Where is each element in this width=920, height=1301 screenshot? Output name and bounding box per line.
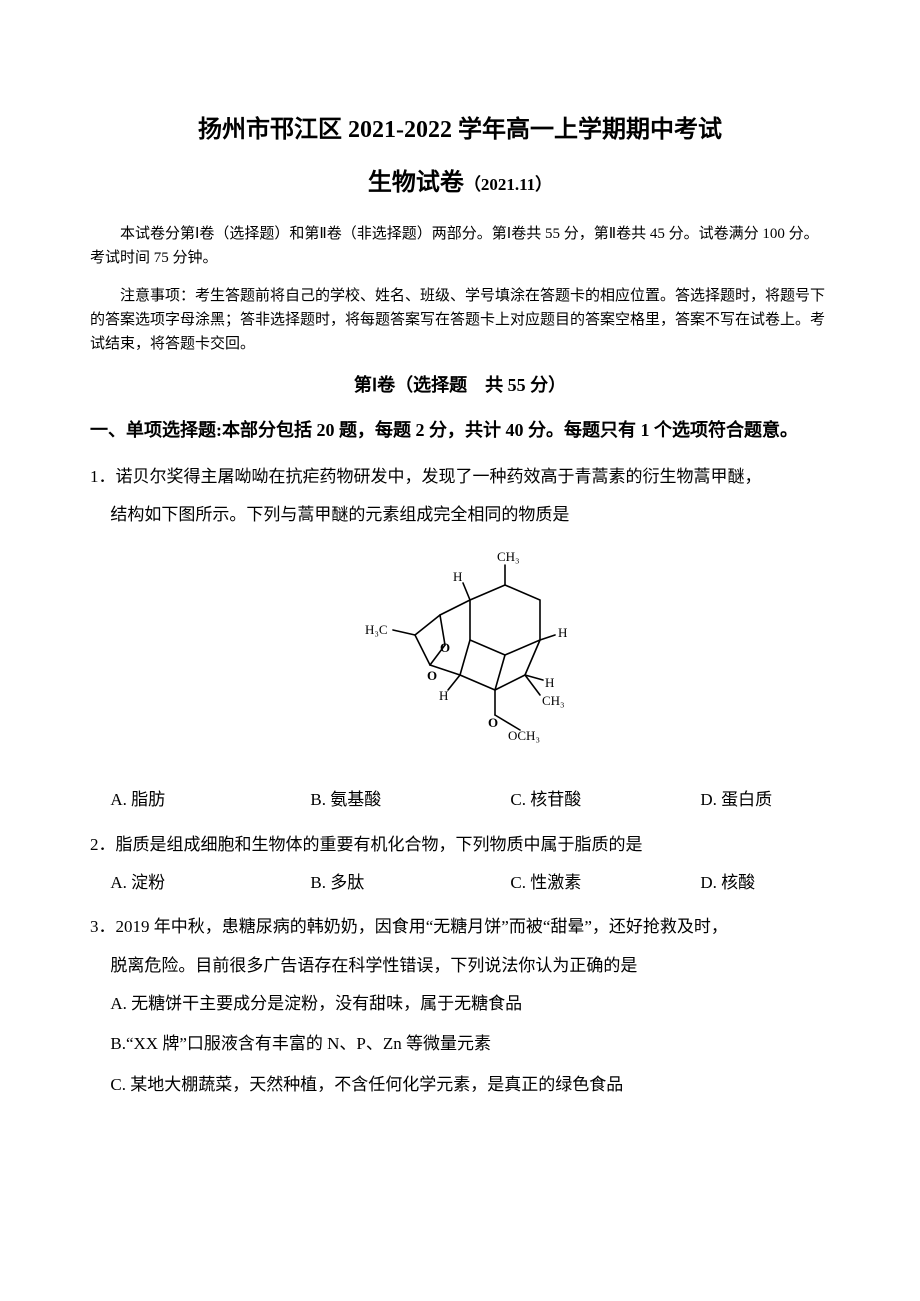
q2-options: A. 淀粉 B. 多肽 C. 性激素 D. 核酸 (90, 867, 830, 899)
q2-opt-b: B. 多肽 (310, 867, 510, 899)
question-2: 2．脂质是组成细胞和生物体的重要有机化合物，下列物质中属于脂质的是 A. 淀粉 … (90, 829, 830, 900)
q1-stem: 1．诺贝尔奖得主屠呦呦在抗疟药物研发中，发现了一种药效高于青蒿素的衍生物蒿甲醚， (90, 461, 830, 493)
label-o-bottom: O (488, 715, 498, 730)
title-date: （2021.11） (464, 175, 552, 194)
label-o-center: O (440, 640, 450, 655)
title-subject: 生物试卷 (368, 170, 464, 196)
label-h-top: H (453, 569, 462, 584)
title-line-2: 生物试卷（2021.11） (90, 163, 830, 204)
q1-sub: 结构如下图所示。下列与蒿甲醚的元素组成完全相同的物质是 (90, 499, 830, 531)
part-1-instructions: 一、单项选择题:本部分包括 20 题，每题 2 分，共计 40 分。每题只有 1… (90, 414, 830, 446)
q3-stem: 3．2019 年中秋，患糖尿病的韩奶奶，因食用“无糖月饼”而被“甜晕”，还好抢救… (90, 911, 830, 943)
q3-opt-b: B.“XX 牌”口服液含有丰富的 N、P、Zn 等微量元素 (90, 1028, 830, 1060)
label-h-right1: H (558, 625, 567, 640)
q1-figure: CH₃ H H₃C O O H H H CH₃ O OCH₃ (90, 545, 830, 766)
label-ch3-top: CH₃ (497, 549, 520, 564)
intro-paragraph-2: 注意事项：考生答题前将自己的学校、姓名、班级、学号填涂在答题卡的相应位置。答选择… (90, 284, 830, 356)
label-ch3-right: CH₃ (542, 693, 565, 708)
q1-opt-d: D. 蛋白质 (700, 784, 772, 816)
section-1-header: 第Ⅰ卷（选择题 共 55 分） (90, 370, 830, 401)
label-h-left: H (439, 688, 448, 703)
q2-opt-d: D. 核酸 (700, 867, 755, 899)
q2-stem: 2．脂质是组成细胞和生物体的重要有机化合物，下列物质中属于脂质的是 (90, 829, 830, 861)
q1-opt-a: A. 脂肪 (110, 784, 310, 816)
q3-opt-a: A. 无糖饼干主要成分是淀粉，没有甜味，属于无糖食品 (90, 988, 830, 1020)
q3-sub: 脱离危险。目前很多广告语存在科学性错误，下列说法你认为正确的是 (90, 950, 830, 982)
q2-opt-c: C. 性激素 (510, 867, 700, 899)
molecule-icon: CH₃ H H₃C O O H H H CH₃ O OCH₃ (345, 545, 575, 755)
intro-paragraph-1: 本试卷分第Ⅰ卷（选择题）和第Ⅱ卷（非选择题）两部分。第Ⅰ卷共 55 分，第Ⅱ卷共… (90, 222, 830, 270)
q1-options: A. 脂肪 B. 氨基酸 C. 核苷酸 D. 蛋白质 (90, 784, 830, 816)
label-h3c-left: H₃C (365, 622, 388, 637)
question-3: 3．2019 年中秋，患糖尿病的韩奶奶，因食用“无糖月饼”而被“甜晕”，还好抢救… (90, 911, 830, 1100)
q2-opt-a: A. 淀粉 (110, 867, 310, 899)
q1-opt-b: B. 氨基酸 (310, 784, 510, 816)
question-1: 1．诺贝尔奖得主屠呦呦在抗疟药物研发中，发现了一种药效高于青蒿素的衍生物蒿甲醚，… (90, 461, 830, 817)
exam-page: 扬州市邗江区 2021-2022 学年高一上学期期中考试 生物试卷（2021.1… (0, 0, 920, 1173)
label-och3-bottom: OCH₃ (508, 728, 540, 743)
label-o-center2: O (427, 668, 437, 683)
q1-opt-c: C. 核苷酸 (510, 784, 700, 816)
q3-opt-c: C. 某地大棚蔬菜，天然种植，不含任何化学元素，是真正的绿色食品 (90, 1069, 830, 1101)
label-h-right2: H (545, 675, 554, 690)
title-line-1: 扬州市邗江区 2021-2022 学年高一上学期期中考试 (90, 110, 830, 151)
